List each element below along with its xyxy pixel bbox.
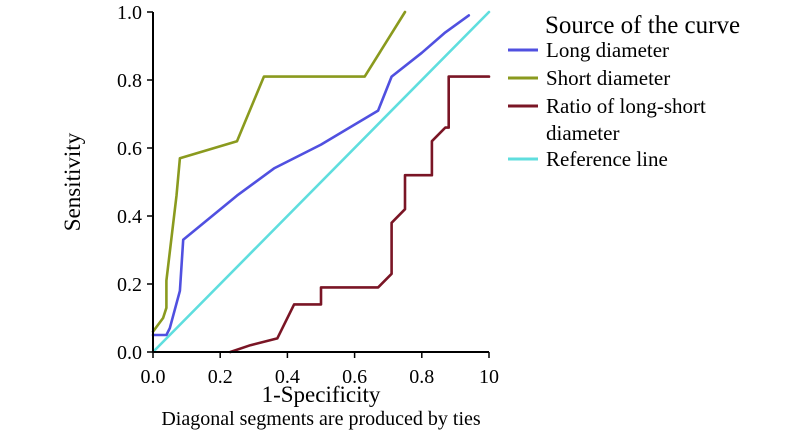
y-tick-label: 0.0 <box>117 342 142 364</box>
axes <box>152 12 489 353</box>
plot-lines <box>151 10 491 354</box>
chart-caption: Diagonal segments are produced by ties <box>161 408 481 430</box>
series-line-reference-line <box>151 10 491 354</box>
legend-label-reference-line: Reference line <box>546 147 668 171</box>
legend-label-ratio-of-long-short-diameter: Ratio of long-short <box>546 94 706 118</box>
x-tick-label: 0.8 <box>409 366 434 388</box>
series-line-ratio-of-long-short-diameter <box>229 75 491 354</box>
x-axis-ticks: 0.0 0.2 0.4 0.6 0.8 10 <box>141 352 499 388</box>
x-tick-label: 0.0 <box>141 366 166 388</box>
x-tick-label: 0.4 <box>275 366 300 388</box>
legend: Source of the curve Long diameter Short d… <box>508 12 740 171</box>
y-axis-title: Sensitivity <box>60 132 85 231</box>
legend-label-short-diameter: Short diameter <box>546 66 670 90</box>
x-tick-label: 0.2 <box>208 366 233 388</box>
y-tick-label: 0.6 <box>117 138 142 160</box>
legend-label-long-diameter: Long diameter <box>546 38 669 62</box>
legend-items: Long diameter Short diameter Ratio of long… <box>508 38 706 171</box>
x-tick-label: 0.6 <box>342 366 367 388</box>
y-tick-label: 0.2 <box>117 274 142 296</box>
y-tick-label: 0.4 <box>117 206 142 228</box>
legend-title: Source of the curve <box>545 12 740 39</box>
y-tick-label: 0.8 <box>117 70 142 92</box>
x-tick-label: 10 <box>479 366 499 388</box>
series-line-short-diameter <box>151 10 407 333</box>
x-axis-title: 1-Specificity <box>262 382 381 407</box>
y-tick-label: 1.0 <box>117 2 142 24</box>
legend-label-ratio-of-long-short-diameter: diameter <box>546 121 619 145</box>
y-axis-ticks: 0.0 0.2 0.4 0.6 0.8 1.0 <box>117 2 153 364</box>
series-line-long-diameter <box>151 14 471 337</box>
